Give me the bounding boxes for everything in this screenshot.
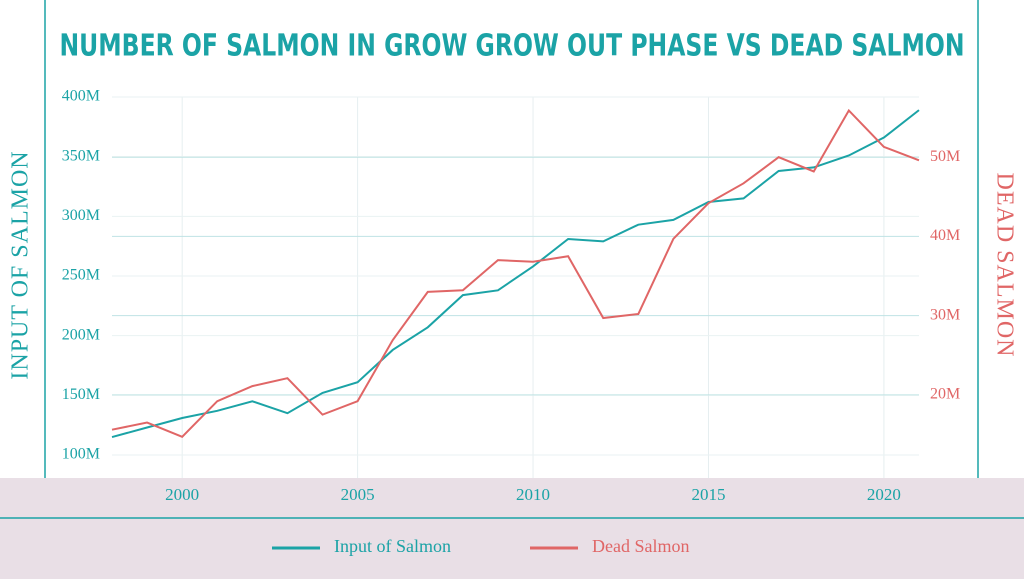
y-tick-label: 250M [62, 267, 100, 284]
y2-tick-label: 30M [930, 306, 960, 323]
y2-tick-label: 20M [930, 386, 960, 403]
chart-title: NUMBER OF SALMON IN GROW GROW OUT PHASE … [60, 29, 965, 64]
y2-tick-label: 50M [930, 148, 960, 165]
y2-axis-title: DEAD SALMON [991, 173, 1017, 358]
y-tick-label: 150M [62, 386, 100, 403]
legend-band [0, 478, 1024, 579]
legend-label: Dead Salmon [592, 536, 689, 556]
x-tick-label: 2015 [691, 485, 725, 504]
y-axis-title: INPUT OF SALMON [8, 150, 34, 379]
y2-tick-label: 40M [930, 227, 960, 244]
y-tick-label: 300M [62, 207, 100, 224]
x-tick-label: 2020 [867, 485, 901, 504]
x-tick-label: 2005 [341, 485, 375, 504]
y-tick-label: 400M [62, 88, 100, 105]
legend-label: Input of Salmon [334, 536, 451, 556]
x-tick-label: 2010 [516, 485, 550, 504]
y-tick-label: 350M [62, 147, 100, 164]
data-line [111, 109, 920, 439]
y-tick-label: 100M [62, 446, 100, 463]
y-tick-label: 200M [62, 326, 100, 343]
x-tick-label: 2000 [165, 485, 199, 504]
data-line [111, 108, 920, 438]
